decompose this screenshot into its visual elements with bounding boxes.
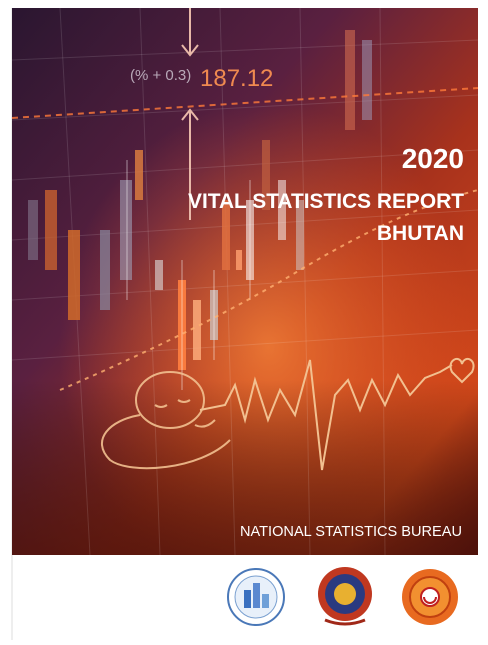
cover-image: (% + 0.3) 187.12 2020 VITAL STATISTICS R… [12,8,478,555]
page: (% + 0.3) 187.12 2020 VITAL STATISTICS R… [0,0,488,645]
cover-year: 2020 [402,143,464,174]
logo-emblem [318,567,372,624]
cover-subtitle: BHUTAN [377,222,464,245]
cover-publisher: NATIONAL STATISTICS BUREAU [240,523,462,540]
logo-nsb [228,569,284,625]
logo-wheel [402,569,458,625]
cover-title: VITAL STATISTICS REPORT [188,190,464,213]
annotation-value: 187.12 [200,65,273,92]
annotation-change: (% + 0.3) [130,67,191,84]
